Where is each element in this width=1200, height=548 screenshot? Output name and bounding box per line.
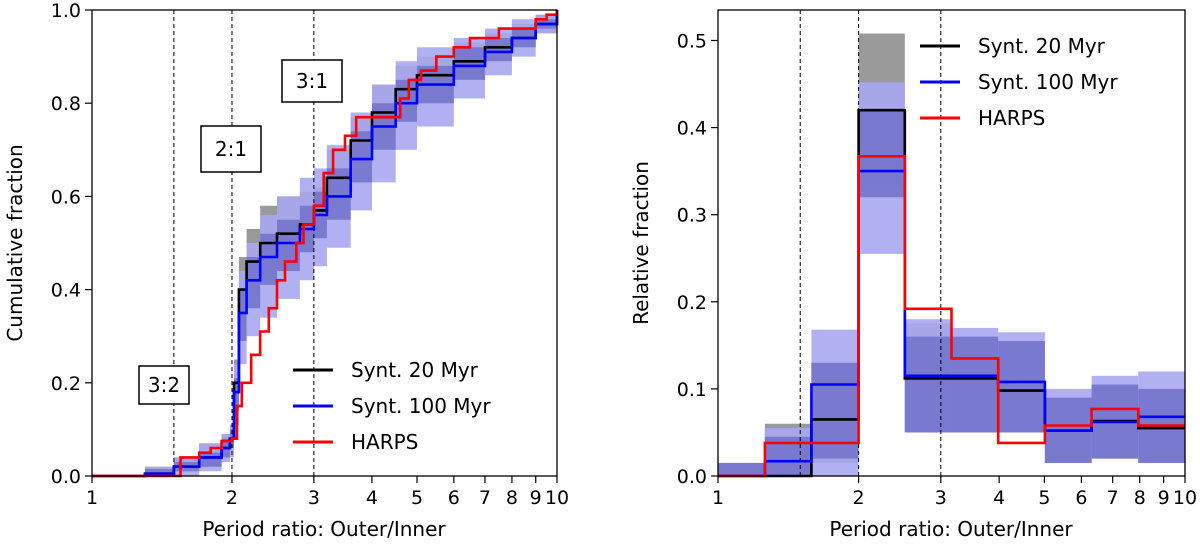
band-bin-synt-100-myr-inner [811,362,859,459]
xtick-label: 2 [853,487,865,509]
legend-label-synt-100-myr: Synt. 100 Myr [351,394,491,418]
hist-harps [718,155,1185,478]
xtick-label: 1 [712,487,724,509]
xtick-label: 8 [506,487,518,509]
xtick-label: 9 [1158,487,1170,509]
band-synt-100-myr-outer [92,10,557,476]
ytick-label: 0.6 [51,186,81,208]
xtick-label: 7 [1107,487,1119,509]
xtick-label: 3 [935,487,947,509]
xtick-label: 7 [479,487,491,509]
ytick-label: 0.4 [677,118,707,140]
xtick-label: 9 [530,487,542,509]
band-bin-synt-100-myr-inner [951,336,999,433]
legend-label-synt-100-myr: Synt. 100 Myr [978,70,1118,94]
left-legend: Synt. 20 Myr Synt. 100 Myr HARPS [293,358,491,454]
ytick-label: 0.2 [677,292,707,314]
band-synt-100-myr-inner [92,10,557,476]
ytick-label: 0.2 [51,373,81,395]
ytick-label: 1.0 [51,0,81,22]
xtick-label: 5 [1038,487,1050,509]
left-yticks: 0.0 0.2 0.4 0.6 0.8 1.0 [51,0,92,488]
legend-label-harps: HARPS [351,430,418,454]
right-legend: Synt. 20 Myr Synt. 100 Myr HARPS [920,34,1118,130]
left-xlabel: Period ratio: Outer/Inner [202,517,446,541]
ytick-label: 0.0 [677,466,707,488]
ytick-label: 0.8 [51,93,81,115]
xtick-label: 6 [1075,487,1087,509]
xtick-label: 8 [1134,487,1146,509]
right-ylabel: Relative fraction [629,161,653,325]
xtick-label: 5 [411,487,423,509]
band-bin-synt-100-myr-inner [718,462,765,476]
ytick-label: 0.5 [677,30,707,52]
right-xlabel: Period ratio: Outer/Inner [829,517,1073,541]
xtick-label: 4 [366,487,378,509]
ytick-label: 0.4 [51,280,81,302]
series-harps [92,10,559,478]
ytick-label: 0.1 [677,379,707,401]
left-xticks: 1 2 3 4 5 6 7 8 9 10 [86,476,569,509]
ytick-label: 0.3 [677,205,707,227]
left-bands [92,10,557,476]
xtick-label: 6 [448,487,460,509]
left-series [92,10,559,478]
resonance-box-3-2 [138,365,190,405]
xtick-label: 3 [308,487,320,509]
resonance-label-3-2: 3:2 [148,373,180,397]
resonance-box-3-1 [281,59,343,103]
legend-label-synt-20-myr: Synt. 20 Myr [978,34,1106,58]
resonance-label-2-1: 2:1 [215,137,247,161]
right-frame [717,9,1186,477]
legend-label-harps: HARPS [978,106,1045,130]
right-yticks: 0.0 0.1 0.2 0.3 0.4 0.5 [677,30,718,488]
left-panel: 1 2 3 4 5 6 7 8 9 10 0.0 0.2 0.4 0.6 0.8 1.0 Period ra… [3,0,569,541]
ytick-label: 0.0 [51,466,81,488]
left-ylabel: Cumulative fraction [3,144,27,341]
xtick-label: 2 [226,487,238,509]
xtick-label: 1 [86,487,98,509]
xtick-label: 4 [993,487,1005,509]
band-bin-synt-100-myr-inner [904,336,952,433]
series-synt-100-myr [92,10,559,478]
resonance-label-3-1: 3:1 [296,69,328,93]
left-annotations: 3:2 2:1 3:1 [138,59,343,405]
band-bin-synt-100-myr-inner [858,110,905,198]
right-xticks: 1 2 3 4 5 6 7 8 9 10 [712,476,1197,509]
xtick-label: 10 [545,487,569,509]
resonance-box-2-1 [200,125,262,173]
right-panel: 1 2 3 4 5 6 7 8 9 10 0.0 0.1 0.2 0.3 0.4 0.5 Period ra… [629,9,1197,541]
band-bin-synt-100-myr-inner [998,340,1045,433]
legend-label-synt-20-myr: Synt. 20 Myr [351,358,479,382]
left-frame [91,9,558,477]
xtick-label: 10 [1173,487,1197,509]
right-series [718,108,1185,478]
